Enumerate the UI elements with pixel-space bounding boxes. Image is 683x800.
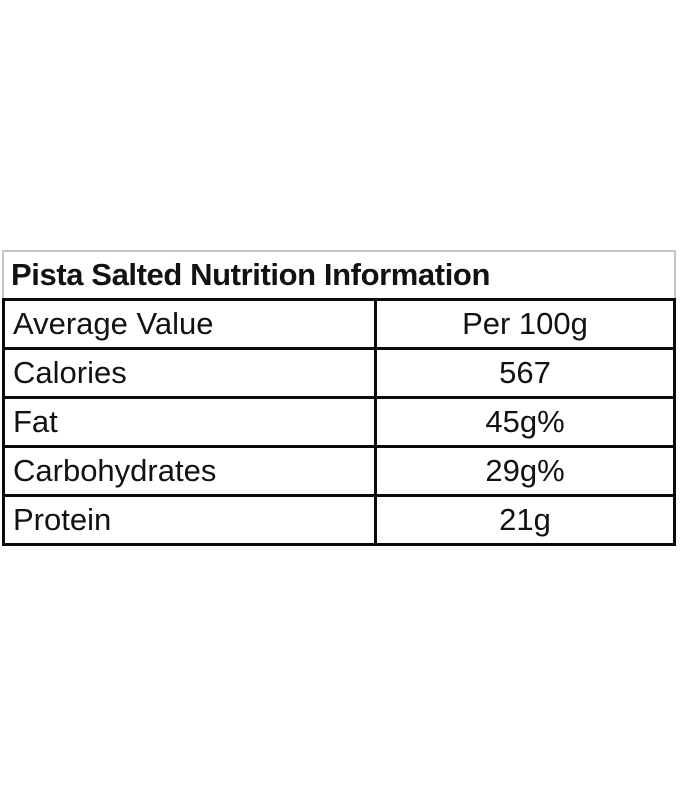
row-label-cell: Fat [2, 396, 377, 448]
nutrition-data-grid: Average Value Per 100g Calories 567 Fat … [2, 298, 676, 546]
header-label-cell: Average Value [2, 298, 377, 350]
header-row: Average Value Per 100g [2, 298, 676, 350]
row-label-cell: Calories [2, 347, 377, 399]
table-title: Pista Salted Nutrition Information [11, 257, 490, 292]
table-row: Carbohydrates 29g% [2, 445, 676, 497]
table-title-row: Pista Salted Nutrition Information [2, 250, 676, 298]
row-value-cell: 567 [374, 347, 676, 399]
header-value-cell: Per 100g [374, 298, 676, 350]
row-value-cell: 45g% [374, 396, 676, 448]
row-value-cell: 29g% [374, 445, 676, 497]
table-row: Fat 45g% [2, 396, 676, 448]
table-row: Protein 21g [2, 494, 676, 546]
nutrition-table: Pista Salted Nutrition Information Avera… [2, 250, 676, 546]
row-label-cell: Protein [2, 494, 377, 546]
table-row: Calories 567 [2, 347, 676, 399]
row-label-cell: Carbohydrates [2, 445, 377, 497]
row-value-cell: 21g [374, 494, 676, 546]
